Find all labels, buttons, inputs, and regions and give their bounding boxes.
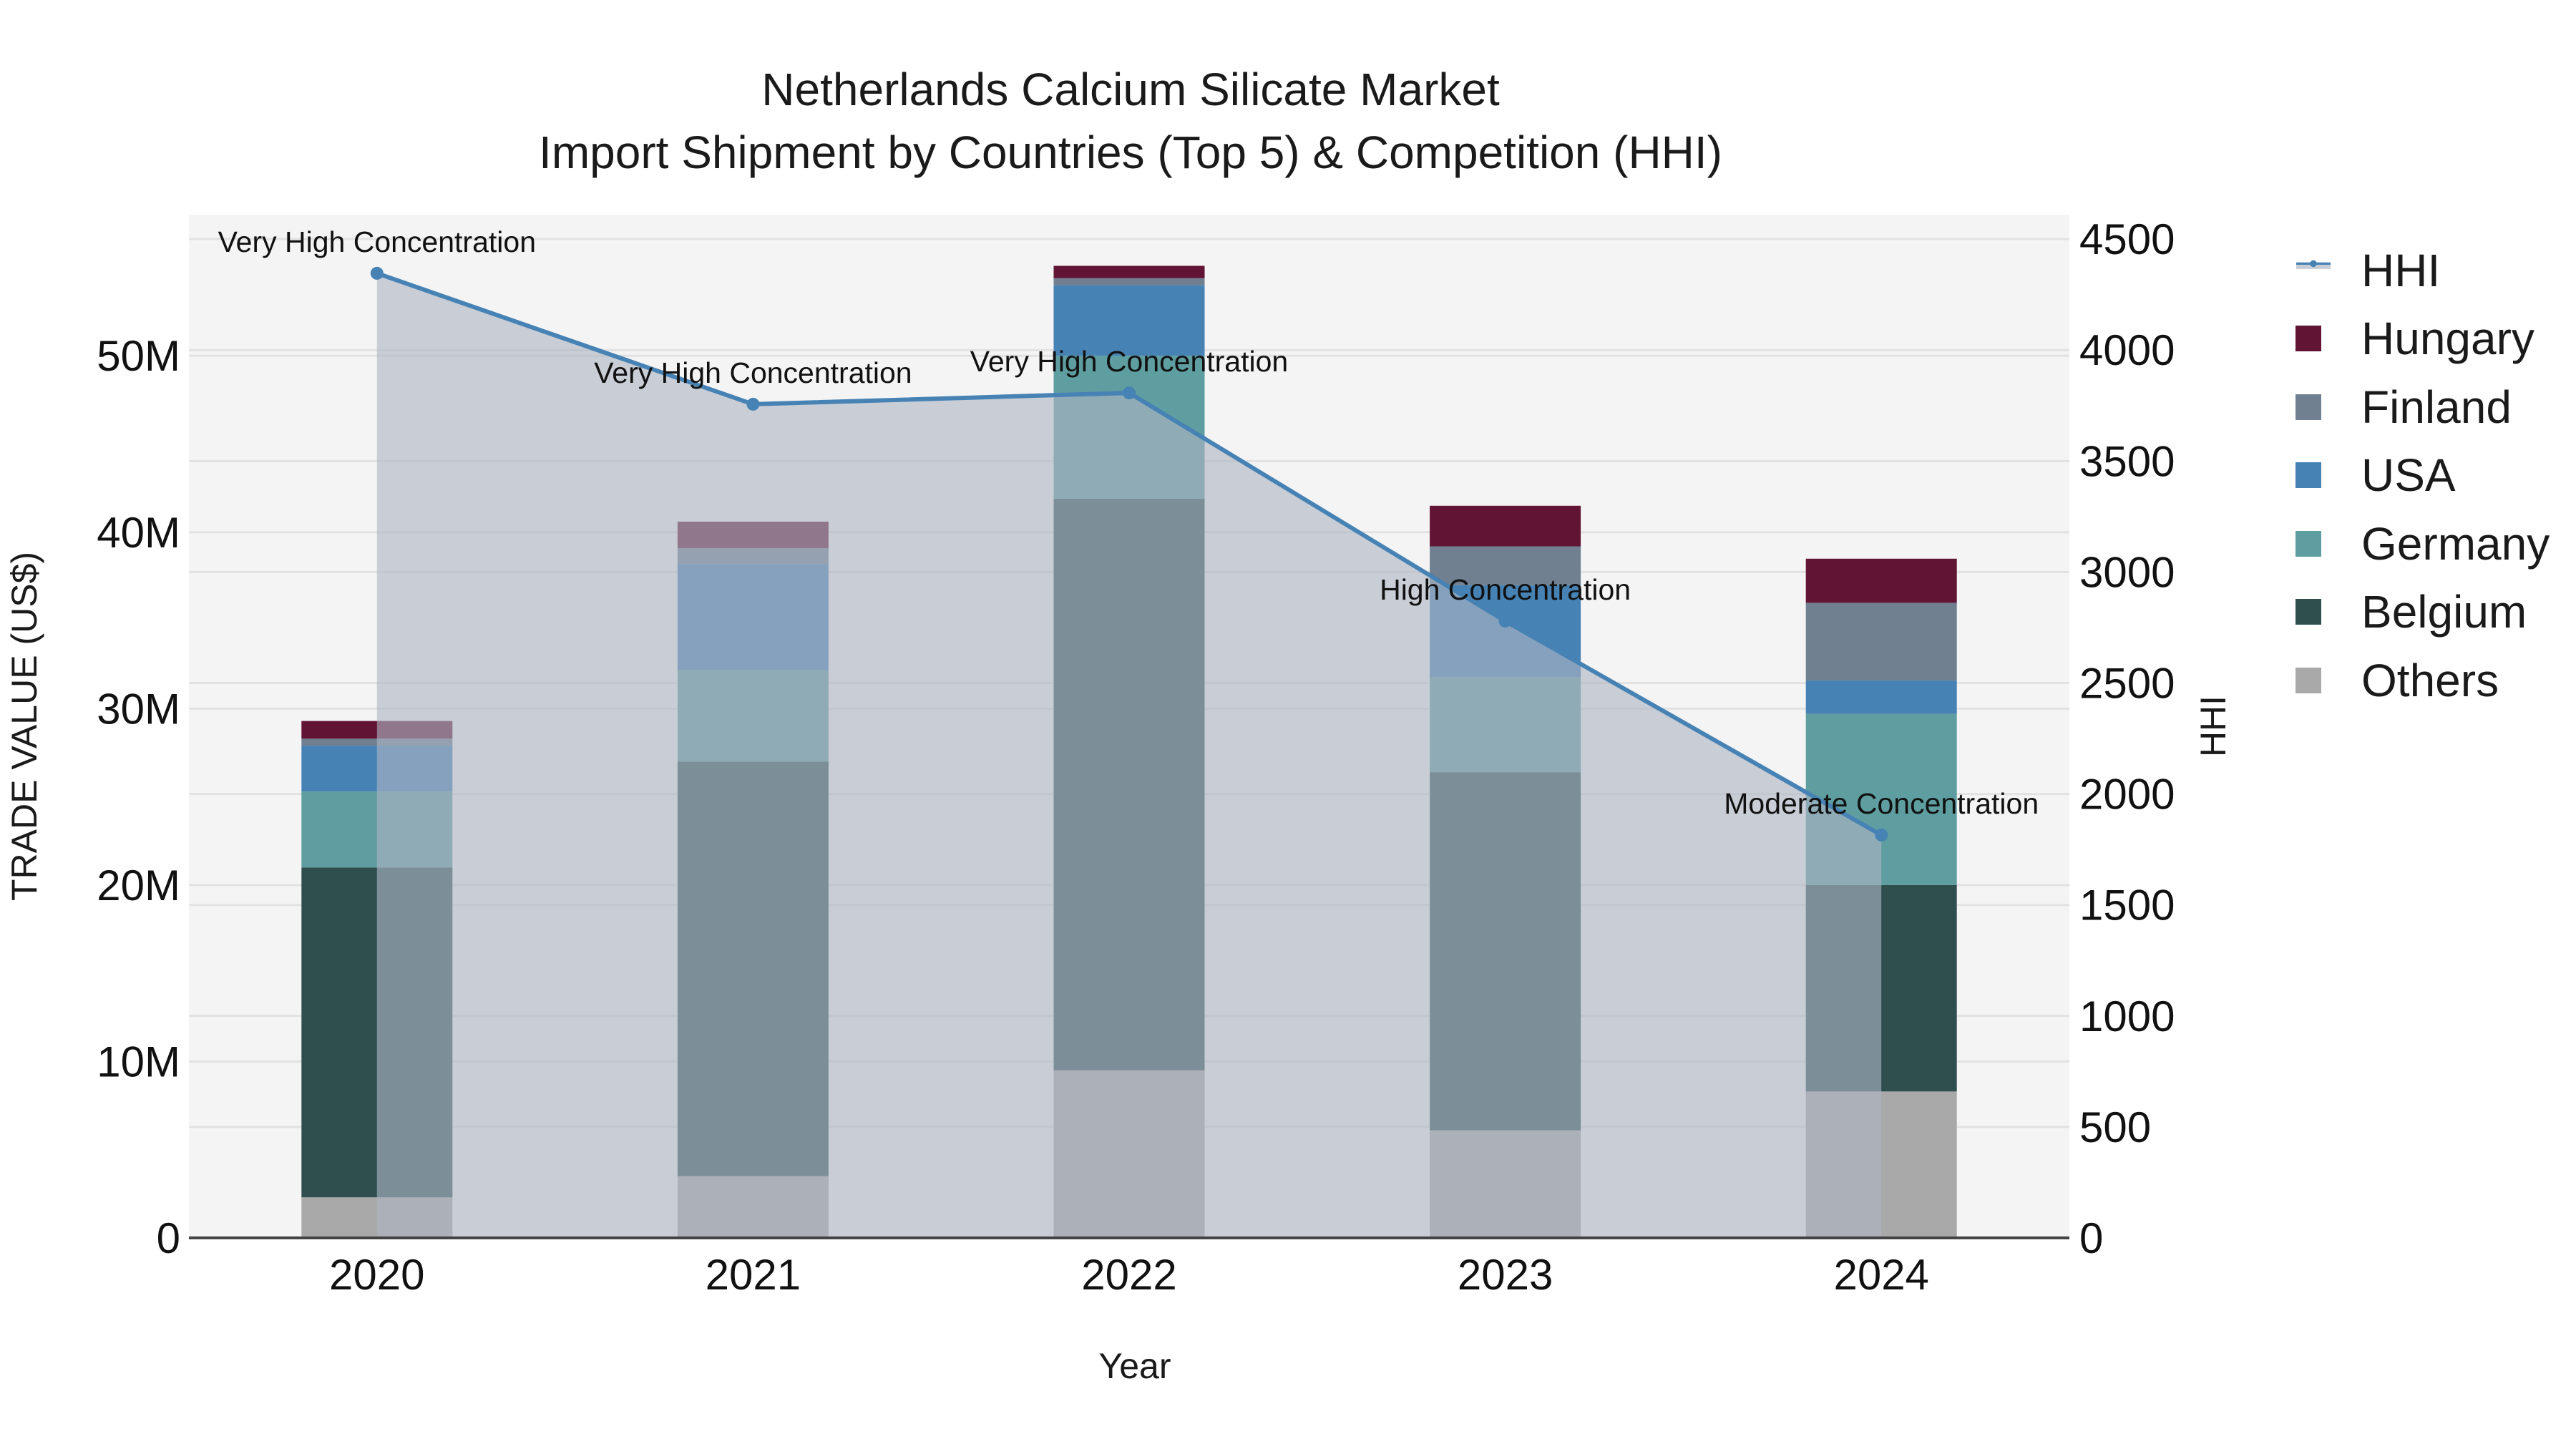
bar-segment-hungary[interactable]	[1430, 505, 1581, 547]
bar-segment-finland[interactable]	[1430, 546, 1581, 585]
y-right-tick-label: 0	[2079, 1214, 2103, 1262]
y-left-tick-label: 40M	[97, 509, 180, 557]
hhi-marker[interactable]	[746, 397, 760, 411]
hhi-annotation: High Concentration	[1380, 573, 1631, 606]
legend-item-germany[interactable]: Germany	[2275, 509, 2550, 578]
legend-item-belgium[interactable]: Belgium	[2275, 578, 2550, 647]
line-marker-icon	[2275, 249, 2347, 292]
y-right-tick-label: 4000	[2079, 326, 2175, 374]
legend-item-hhi[interactable]: HHI	[2275, 236, 2550, 305]
x-tick-label: 2021	[706, 1251, 801, 1299]
y-left-tick-label: 30M	[97, 685, 180, 733]
y-right-tick-label: 4500	[2079, 215, 2175, 263]
color-swatch-icon	[2296, 326, 2321, 352]
hhi-area-fill	[376, 273, 1882, 1238]
legend-label: USA	[2361, 449, 2456, 502]
bar-segment-finland[interactable]	[1805, 602, 1957, 680]
x-tick-label: 2024	[1833, 1251, 1928, 1299]
x-tick-label: 2022	[1081, 1251, 1176, 1299]
y-left-tick-label: 50M	[97, 332, 180, 380]
x-axis-title: Year	[1098, 1346, 1171, 1386]
y-left-tick-label: 20M	[97, 862, 180, 909]
hhi-annotation: Moderate Concentration	[1724, 787, 2039, 820]
legend: HHI Hungary Finland USA Germany Belgium …	[2275, 236, 2550, 715]
legend-label: Belgium	[2361, 586, 2527, 638]
y-right-tick-label: 1000	[2079, 992, 2175, 1040]
y-left-tick-label: 10M	[97, 1038, 180, 1085]
hhi-marker[interactable]	[1875, 828, 1888, 841]
hhi-annotation: Very High Concentration	[594, 356, 912, 389]
hhi-annotation: Very High Concentration	[218, 225, 536, 258]
y-right-tick-label: 2500	[2079, 660, 2175, 708]
y-left-tick-label: 0	[157, 1214, 180, 1262]
chart-title-line-1: Netherlands Calcium Silicate Market	[761, 64, 1500, 115]
hhi-annotation: Very High Concentration	[970, 345, 1288, 378]
color-swatch-icon	[2296, 462, 2321, 489]
legend-item-finland[interactable]: Finland	[2275, 373, 2550, 441]
hhi-marker[interactable]	[370, 266, 384, 280]
y-right-tick-label: 500	[2079, 1103, 2151, 1151]
legend-label: Others	[2361, 654, 2499, 706]
y-right-tick-label: 3000	[2079, 548, 2175, 596]
bar-segment-hungary[interactable]	[1805, 558, 1957, 603]
y-right-axis-title: HHI	[2193, 695, 2233, 758]
legend-label: HHI	[2361, 244, 2441, 296]
bar-segment-usa[interactable]	[1805, 680, 1957, 714]
color-swatch-icon	[2296, 394, 2321, 420]
legend-label: Hungary	[2361, 313, 2534, 365]
legend-marker-swatch	[2310, 260, 2317, 267]
bar-segment-hungary[interactable]	[1053, 265, 1205, 278]
color-swatch-icon	[2296, 667, 2321, 693]
chart-title-line-2: Import Shipment by Countries (Top 5) & C…	[539, 127, 1722, 178]
x-tick-label: 2020	[329, 1251, 424, 1299]
hhi-marker[interactable]	[1123, 386, 1136, 400]
legend-label: Germany	[2361, 517, 2550, 570]
legend-item-hungary[interactable]: Hungary	[2275, 305, 2550, 374]
color-swatch-icon	[2296, 530, 2321, 557]
hhi-marker[interactable]	[1498, 614, 1512, 628]
y-right-tick-label: 1500	[2079, 882, 2175, 930]
y-left-axis-title: TRADE VALUE (US$)	[4, 551, 44, 902]
x-tick-label: 2023	[1458, 1251, 1553, 1299]
y-right-tick-label: 3500	[2079, 437, 2175, 485]
bar-segment-finland[interactable]	[1053, 278, 1205, 286]
color-swatch-icon	[2296, 599, 2321, 625]
legend-label: Finland	[2361, 381, 2512, 433]
bar-segment-usa[interactable]	[1053, 285, 1205, 356]
legend-item-others[interactable]: Others	[2275, 646, 2550, 715]
legend-item-usa[interactable]: USA	[2275, 441, 2550, 510]
y-right-tick-label: 2000	[2079, 771, 2175, 819]
